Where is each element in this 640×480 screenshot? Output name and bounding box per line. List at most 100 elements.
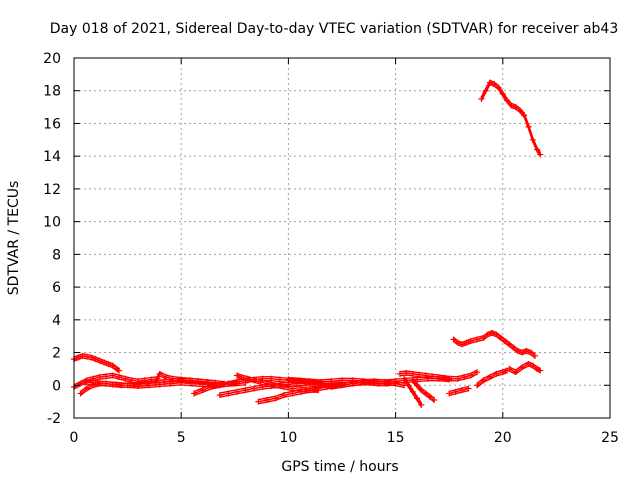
data-mark-segment bbox=[470, 373, 478, 379]
data-point bbox=[103, 373, 110, 380]
data-point bbox=[92, 356, 99, 363]
data-mark-segment bbox=[73, 381, 81, 386]
data-mark-segment bbox=[461, 344, 467, 348]
data-mark-segment bbox=[374, 378, 385, 381]
data-mark-segment bbox=[106, 380, 117, 384]
data-mark-segment bbox=[219, 390, 229, 394]
data-point bbox=[268, 375, 275, 382]
data-mark-segment bbox=[228, 383, 238, 387]
data-mark-segment bbox=[528, 361, 534, 365]
data-point bbox=[396, 370, 403, 377]
data-point bbox=[233, 372, 240, 379]
data-mark-segment bbox=[103, 363, 109, 367]
data-point bbox=[225, 390, 232, 397]
data-mark-segment bbox=[403, 380, 410, 388]
x-tick-label: 20 bbox=[494, 430, 512, 446]
data-point bbox=[516, 107, 523, 114]
data-mark-segment bbox=[352, 383, 364, 387]
data-mark-segment bbox=[449, 389, 456, 393]
data-point bbox=[135, 383, 142, 390]
data-mark-segment bbox=[125, 380, 133, 384]
data-mark-segment bbox=[497, 85, 504, 93]
data-mark-segment bbox=[84, 379, 96, 382]
data-mark-segment bbox=[211, 382, 220, 386]
data-mark-segment bbox=[127, 382, 139, 385]
data-mark-segment bbox=[296, 378, 306, 381]
data-mark-segment bbox=[80, 377, 88, 383]
y-tick-label: 10 bbox=[43, 215, 61, 231]
data-mark-segment bbox=[106, 372, 113, 375]
data-point bbox=[152, 379, 159, 385]
data-point bbox=[339, 382, 345, 389]
data-mark-segment bbox=[309, 382, 321, 385]
data-mark-segment bbox=[82, 357, 87, 360]
data-mark-segment bbox=[508, 370, 516, 375]
data-point bbox=[156, 381, 163, 388]
series-track-start bbox=[71, 352, 123, 374]
data-point bbox=[486, 79, 493, 86]
data-point bbox=[414, 376, 421, 383]
data-mark-segment bbox=[189, 377, 199, 380]
data-mark-segment bbox=[470, 336, 478, 340]
series-track-k bbox=[396, 369, 481, 382]
data-mark-segment bbox=[461, 389, 469, 393]
data-mark-segment bbox=[470, 340, 478, 344]
data-mark-segment bbox=[86, 386, 94, 392]
data-point bbox=[422, 372, 429, 379]
data-mark-segment bbox=[341, 380, 353, 384]
y-tick-label: 6 bbox=[52, 280, 61, 296]
data-point bbox=[523, 347, 530, 354]
data-point bbox=[199, 387, 206, 394]
data-mark-segment bbox=[125, 376, 133, 380]
data-point bbox=[414, 395, 421, 402]
x-tick-labels: 0 5 10 15 20 25 bbox=[70, 430, 619, 446]
data-mark-segment bbox=[508, 366, 516, 371]
data-mark-segment bbox=[455, 391, 463, 395]
data-mark-segment bbox=[198, 382, 207, 385]
data-point bbox=[489, 329, 496, 336]
data-point bbox=[178, 376, 185, 383]
data-mark-segment bbox=[86, 357, 92, 361]
chart-title: Day 018 of 2021, Sidereal Day-to-day VTE… bbox=[50, 21, 619, 37]
series-track-j bbox=[328, 378, 408, 390]
data-point bbox=[128, 377, 135, 384]
data-point bbox=[109, 372, 116, 379]
data-mark-segment bbox=[236, 372, 242, 376]
data-mark-segment bbox=[406, 370, 413, 373]
data-point bbox=[474, 369, 481, 376]
data-mark-segment bbox=[154, 373, 161, 383]
y-tick-label: 18 bbox=[43, 84, 61, 100]
data-mark-segment bbox=[99, 377, 107, 380]
data-point bbox=[519, 364, 526, 371]
data-mark-segment bbox=[275, 386, 285, 390]
data-mark-segment bbox=[93, 384, 100, 388]
data-point bbox=[493, 331, 500, 338]
data-point bbox=[525, 361, 532, 367]
data-point bbox=[281, 392, 288, 399]
data-mark-segment bbox=[181, 376, 190, 380]
data-mark-segment bbox=[526, 352, 531, 356]
data-point bbox=[491, 81, 498, 88]
data-mark-segment bbox=[419, 371, 426, 375]
data-point bbox=[311, 381, 318, 388]
data-mark-segment bbox=[292, 389, 302, 393]
data-point bbox=[409, 370, 416, 377]
data-mark-segment bbox=[181, 380, 190, 384]
data-mark-segment bbox=[159, 380, 171, 384]
data-mark-segment bbox=[288, 380, 300, 384]
data-mark-segment bbox=[395, 384, 405, 388]
data-mark-segment bbox=[202, 388, 212, 393]
data-point bbox=[529, 136, 536, 143]
data-mark-segment bbox=[80, 381, 88, 387]
data-point bbox=[146, 382, 153, 389]
data-point bbox=[499, 91, 506, 97]
data-point bbox=[499, 369, 506, 376]
data-point bbox=[450, 336, 457, 343]
data-mark-segment bbox=[99, 358, 105, 362]
data-mark-segment bbox=[519, 109, 525, 116]
data-point bbox=[88, 354, 95, 361]
data-mark-segment bbox=[521, 352, 527, 356]
data-point bbox=[480, 377, 487, 384]
data-mark-segment bbox=[108, 361, 113, 365]
